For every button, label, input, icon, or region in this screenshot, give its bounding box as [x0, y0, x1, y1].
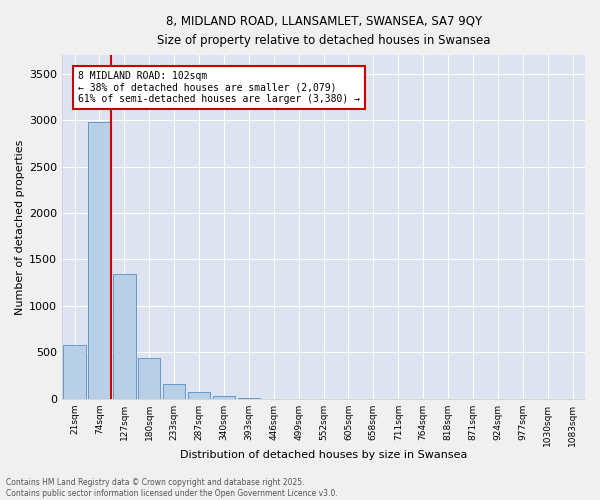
Bar: [188, 392, 210, 399]
Bar: [88, 122, 111, 399]
Text: Contains HM Land Registry data © Crown copyright and database right 2025.
Contai: Contains HM Land Registry data © Crown c…: [6, 478, 338, 498]
Y-axis label: Number of detached properties: Number of detached properties: [15, 140, 25, 314]
Text: 8 MIDLAND ROAD: 102sqm
← 38% of detached houses are smaller (2,079)
61% of semi-: 8 MIDLAND ROAD: 102sqm ← 38% of detached…: [78, 71, 360, 104]
Bar: [138, 358, 160, 399]
Title: 8, MIDLAND ROAD, LLANSAMLET, SWANSEA, SA7 9QY
Size of property relative to detac: 8, MIDLAND ROAD, LLANSAMLET, SWANSEA, SA…: [157, 15, 490, 47]
Bar: [163, 384, 185, 399]
X-axis label: Distribution of detached houses by size in Swansea: Distribution of detached houses by size …: [180, 450, 467, 460]
Bar: [64, 345, 86, 399]
Bar: [213, 396, 235, 399]
Bar: [113, 274, 136, 399]
